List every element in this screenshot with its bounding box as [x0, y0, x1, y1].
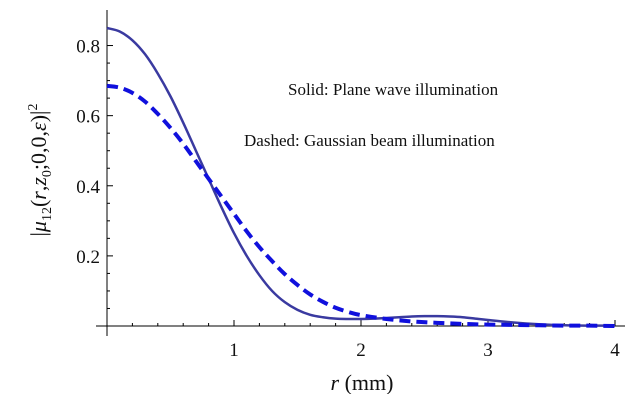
x-tick-label: 1 — [229, 340, 239, 361]
y-tick-label: 0.4 — [76, 177, 100, 198]
y-tick-label: 0.8 — [76, 37, 100, 58]
y-tick-label: 0.6 — [76, 107, 100, 128]
annotation-solid: Solid: Plane wave illumination — [288, 80, 499, 99]
curves — [106, 26, 616, 328]
series-solid-line — [106, 26, 616, 327]
x-tick-label: 4 — [610, 340, 620, 361]
axes: 1 2 3 4 0.2 0.4 0.6 0.8 — [76, 10, 625, 361]
x-tick-label: 3 — [483, 340, 493, 361]
y-tick-label: 0.2 — [76, 247, 100, 268]
y-axis-label: |μ12(r,z0;0,0,ε)|2 — [26, 104, 55, 237]
annotation-dashed: Dashed: Gaussian beam illumination — [244, 131, 495, 150]
x-axis-label: r (mm) — [331, 370, 394, 394]
series-dashed-line — [106, 83, 616, 328]
x-tick-label: 2 — [356, 340, 366, 361]
